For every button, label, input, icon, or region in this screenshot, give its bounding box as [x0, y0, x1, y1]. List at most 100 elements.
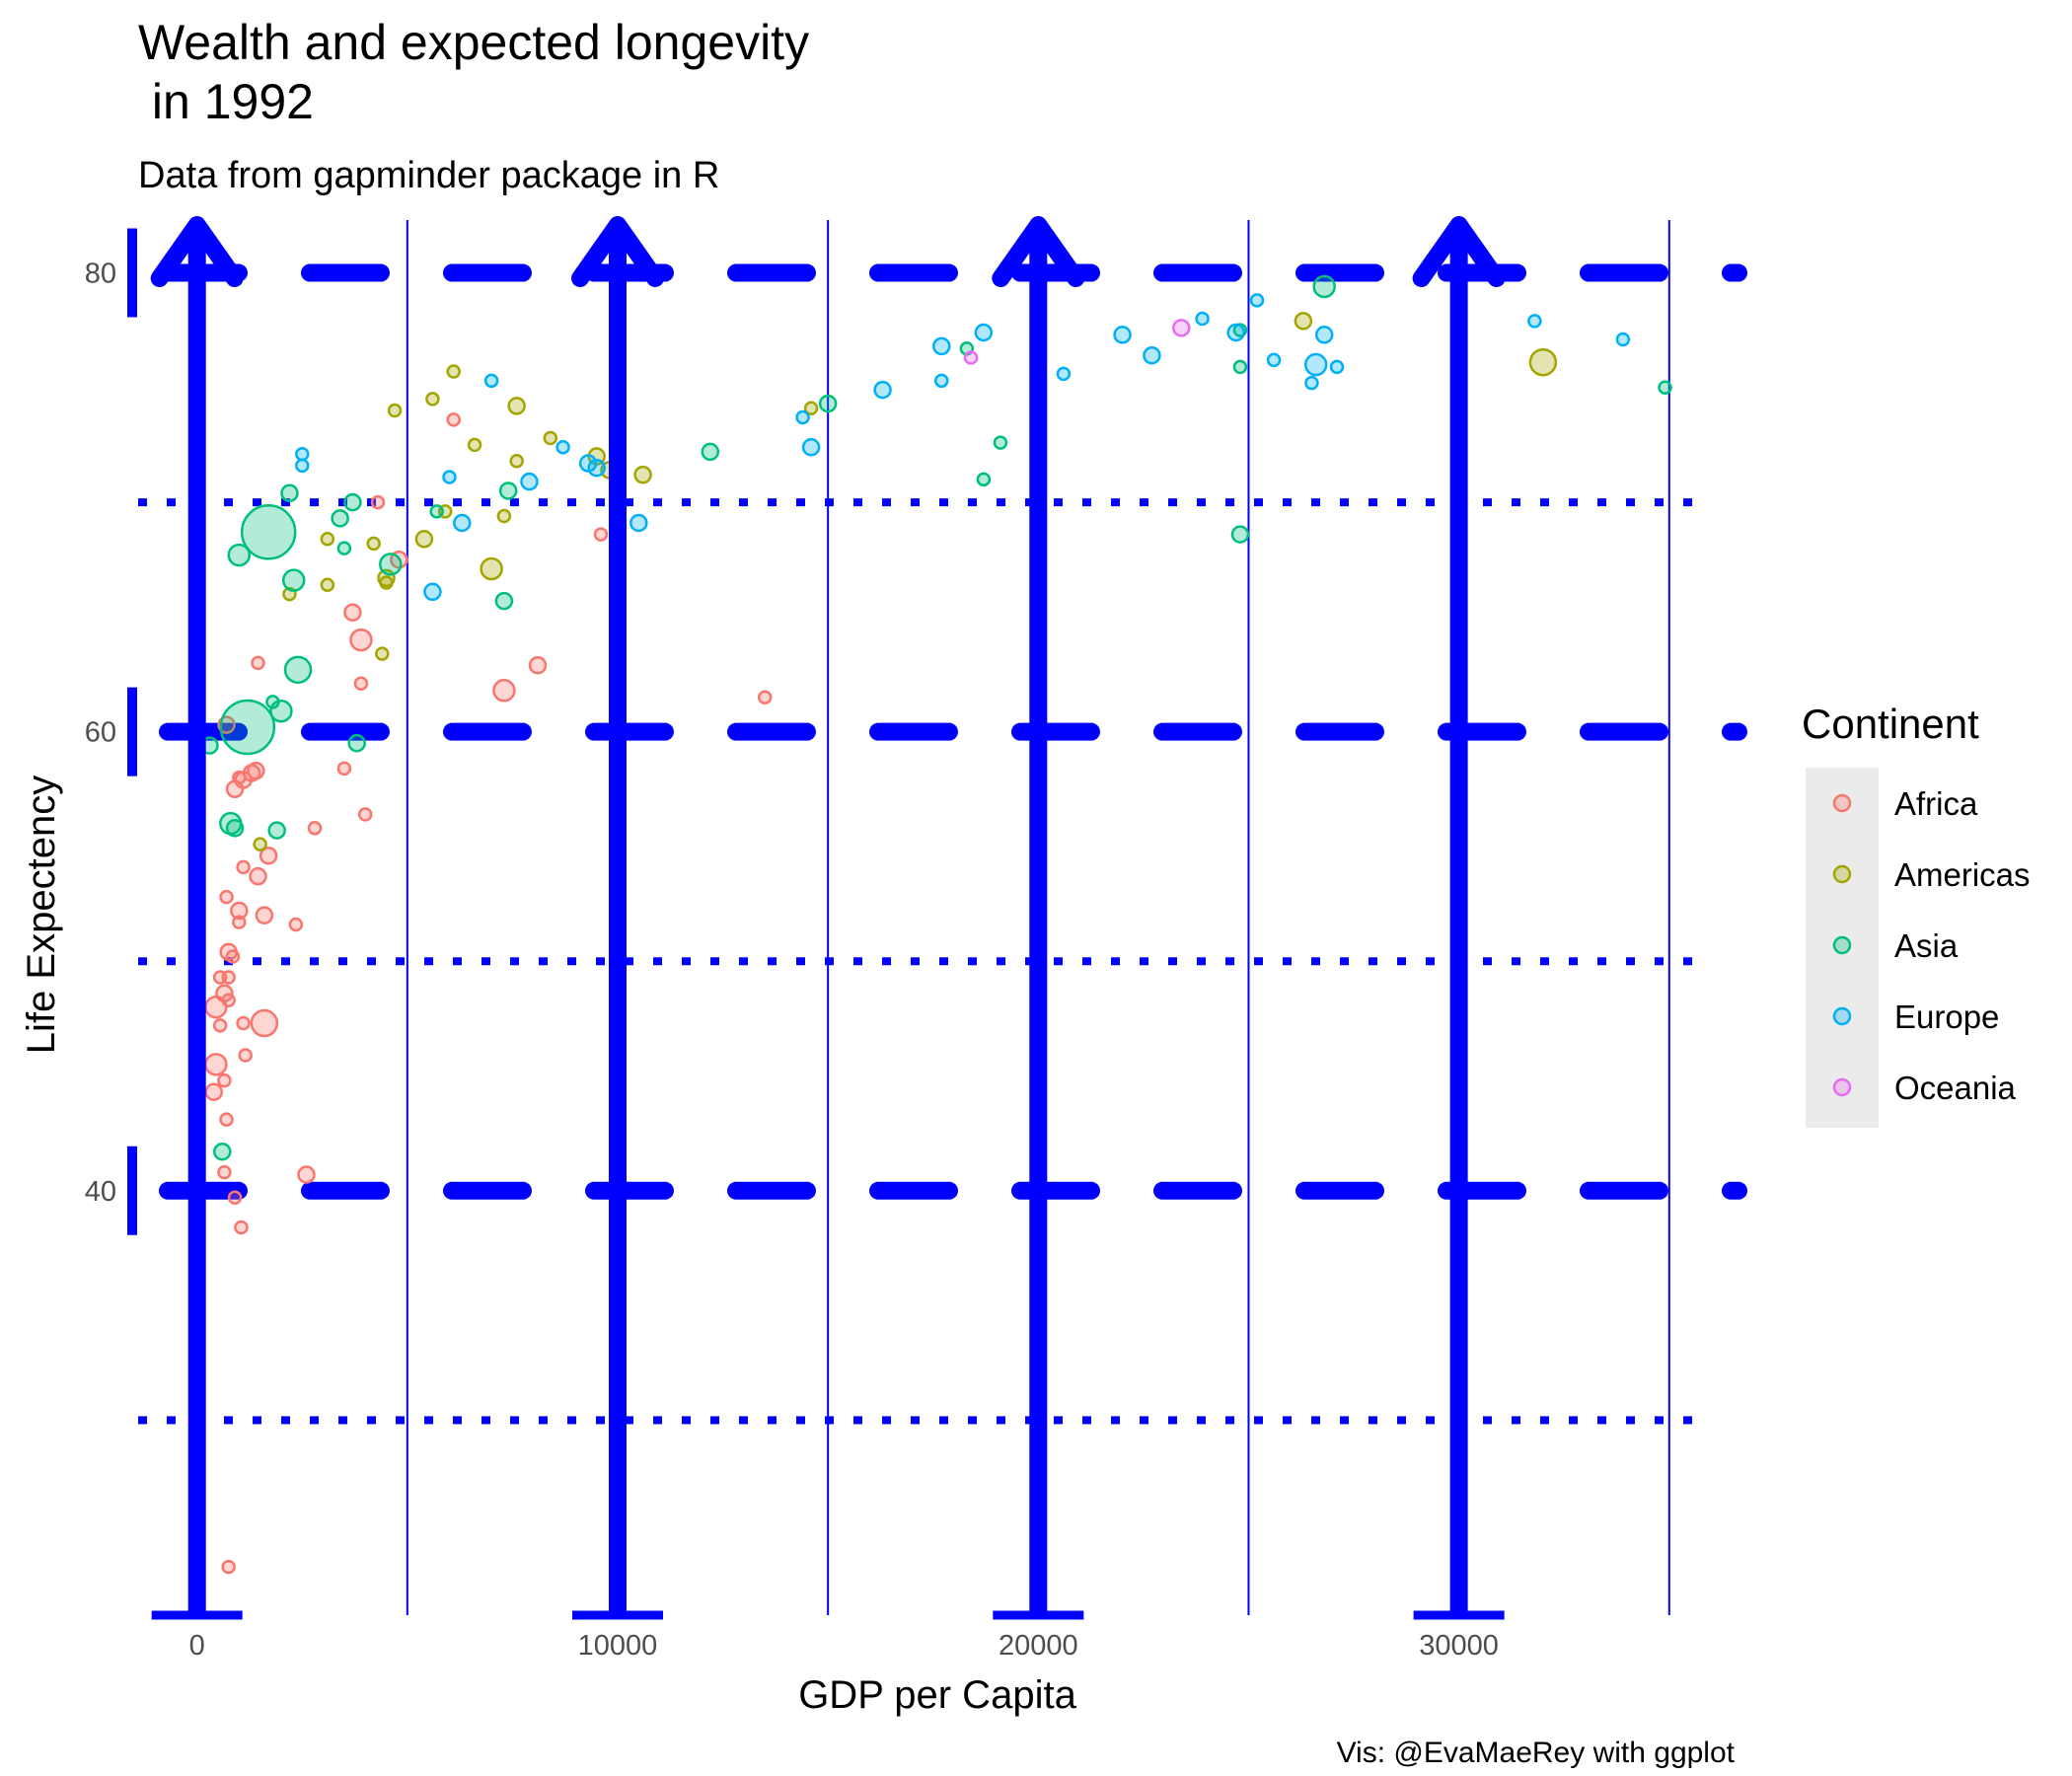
data-point [347, 734, 366, 753]
data-point [543, 430, 558, 446]
data-point [593, 527, 609, 542]
data-point [236, 1015, 251, 1031]
data-point [253, 837, 267, 851]
y-tick-label: 40 [85, 1176, 116, 1208]
x-tick-label: 0 [189, 1630, 205, 1662]
data-point [528, 655, 548, 675]
data-point [204, 1053, 228, 1076]
data-point [587, 458, 606, 478]
data-point [343, 603, 362, 622]
y-axis-title: Life Expectency [20, 776, 63, 1054]
data-point [255, 906, 274, 925]
data-point [446, 364, 461, 379]
x-tick-labels: 0 10000 20000 30000 [189, 1630, 1499, 1662]
data-point [232, 915, 247, 929]
data-point [238, 1048, 253, 1063]
data-point [251, 655, 265, 671]
data-point [217, 1073, 232, 1088]
x-major-arrow-head [571, 216, 664, 287]
data-point [1249, 293, 1265, 308]
data-point [1232, 359, 1248, 375]
data-point [219, 1112, 234, 1127]
x-major-arrow-head [1412, 216, 1506, 287]
legend: Continent Africa Americas Asia Europe Oceani… [1802, 701, 2031, 1128]
data-point [225, 819, 245, 838]
data-point [379, 553, 403, 576]
data-point [295, 446, 310, 462]
data-point [297, 1165, 316, 1184]
data-point [336, 761, 352, 777]
data-point [213, 1142, 232, 1161]
series-asia [200, 274, 1672, 1161]
legend-item-asia: Asia [1832, 927, 1959, 964]
data-point [212, 1018, 228, 1033]
data-point [932, 336, 951, 356]
data-point [1056, 366, 1072, 382]
data-point [1304, 375, 1319, 391]
x-major-arrow-head [150, 216, 244, 287]
data-point [280, 483, 299, 503]
data-point [1528, 347, 1558, 377]
data-point [976, 472, 992, 487]
legend-label: Africa [1894, 785, 1978, 822]
data-point [963, 350, 979, 365]
data-point [480, 556, 503, 581]
data-point [387, 403, 403, 418]
data-point [357, 807, 373, 822]
data-point [1143, 345, 1161, 365]
data-point [818, 394, 838, 413]
chart-title-line2: in 1992 [138, 74, 314, 129]
data-point [234, 1220, 249, 1235]
legend-label: Oceania [1894, 1070, 2017, 1106]
data-point [414, 530, 434, 549]
legend-title: Continent [1802, 701, 1979, 747]
data-point [336, 541, 352, 555]
data-point [629, 513, 648, 533]
axis-annotations [127, 216, 1506, 1620]
data-point [467, 437, 482, 453]
data-point [1329, 359, 1345, 375]
legend-key [1832, 864, 1852, 884]
data-point [250, 1008, 279, 1038]
data-point [221, 1559, 236, 1575]
data-point [370, 494, 386, 510]
data-point [429, 504, 444, 519]
data-point [295, 458, 310, 474]
data-point [757, 690, 773, 705]
data-point [219, 889, 234, 905]
series-africa [204, 412, 773, 1575]
data-point [801, 438, 821, 457]
data-point [236, 859, 251, 875]
data-point [353, 676, 369, 692]
data-point [423, 582, 442, 602]
legend-item-oceania: Oceania [1832, 1070, 2017, 1106]
data-point [240, 504, 297, 560]
data-point [247, 761, 265, 780]
y-tick-label: 80 [85, 259, 116, 290]
data-point [1294, 312, 1313, 331]
data-point [219, 699, 276, 756]
data-point [1230, 525, 1250, 544]
legend-item-americas: Americas [1832, 856, 2031, 893]
data-point [873, 380, 892, 400]
data-point [1312, 274, 1336, 299]
data-point [509, 453, 524, 469]
chart-subtitle: Data from gapminder package in R [138, 155, 719, 196]
data-point [1527, 314, 1542, 329]
data-point [379, 575, 394, 590]
data-point [993, 435, 1008, 450]
x-tick-label: 10000 [578, 1630, 658, 1662]
legend-key-background [1806, 768, 1879, 1128]
data-point [803, 401, 819, 415]
legend-key [1832, 935, 1852, 955]
chart-title-line1: Wealth and expected longevity [138, 15, 809, 70]
series-americas [253, 312, 1558, 851]
data-point [320, 577, 335, 593]
data-point [232, 770, 247, 785]
legend-item-europe: Europe [1832, 999, 1999, 1035]
legend-item-africa: Africa [1832, 785, 1978, 822]
data-point [1172, 319, 1191, 337]
data-point [442, 470, 457, 484]
legend-label: Asia [1894, 927, 1959, 964]
data-point [227, 1190, 243, 1205]
